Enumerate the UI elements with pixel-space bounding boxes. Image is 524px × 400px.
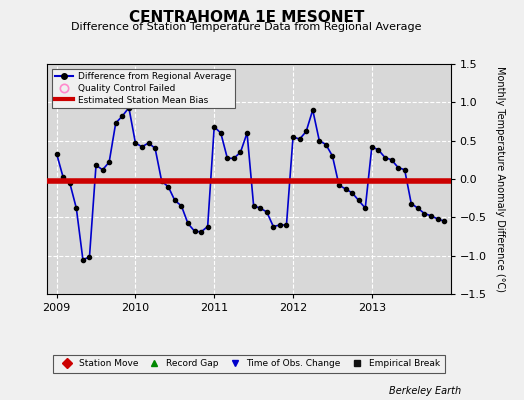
Legend: Station Move, Record Gap, Time of Obs. Change, Empirical Break: Station Move, Record Gap, Time of Obs. C… bbox=[53, 355, 444, 373]
Legend: Difference from Regional Average, Quality Control Failed, Estimated Station Mean: Difference from Regional Average, Qualit… bbox=[52, 68, 235, 108]
Text: Berkeley Earth: Berkeley Earth bbox=[389, 386, 461, 396]
Text: CENTRAHOMA 1E MESONET: CENTRAHOMA 1E MESONET bbox=[128, 10, 364, 25]
Text: Difference of Station Temperature Data from Regional Average: Difference of Station Temperature Data f… bbox=[71, 22, 421, 32]
Y-axis label: Monthly Temperature Anomaly Difference (°C): Monthly Temperature Anomaly Difference (… bbox=[495, 66, 505, 292]
